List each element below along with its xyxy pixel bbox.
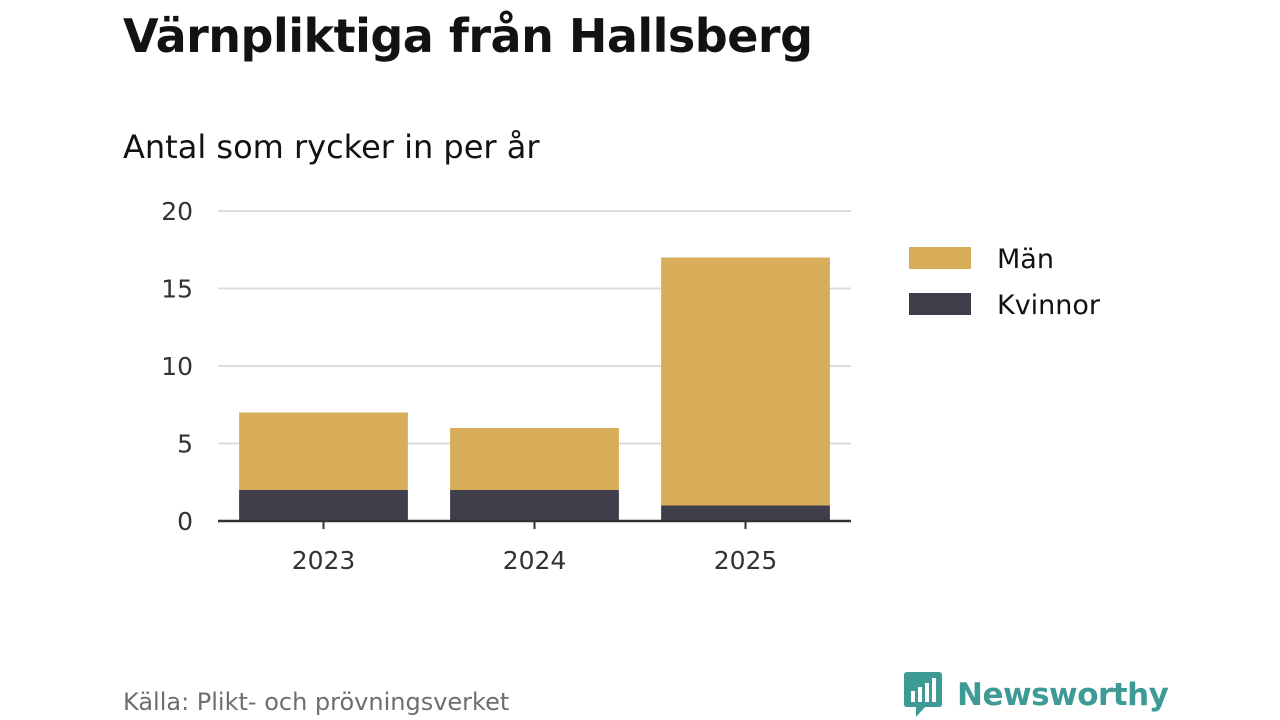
bar-kvinnor-2024 bbox=[450, 490, 619, 521]
x-tick-label: 2024 bbox=[503, 546, 567, 575]
bar-män-2023 bbox=[239, 412, 408, 490]
newsworthy-bar-chart-icon bbox=[904, 672, 942, 717]
x-tick-label: 2023 bbox=[292, 546, 356, 575]
bars bbox=[239, 257, 830, 521]
y-tick-label: 15 bbox=[161, 275, 193, 304]
x-tick-label: 2025 bbox=[714, 546, 778, 575]
bar-män-2025 bbox=[661, 257, 830, 506]
legend-swatch-kvinnor bbox=[909, 293, 971, 315]
legend-swatch-män bbox=[909, 247, 971, 269]
y-tick-label: 5 bbox=[177, 430, 193, 459]
legend-label-män: Män bbox=[997, 244, 1054, 275]
y-tick-label: 10 bbox=[161, 352, 193, 381]
bar-män-2024 bbox=[450, 428, 619, 490]
bar-kvinnor-2023 bbox=[239, 490, 408, 521]
legend-label-kvinnor: Kvinnor bbox=[997, 290, 1101, 321]
axes: 0 5 10 15 20 2023 2024 2025 bbox=[161, 197, 851, 575]
chart-subtitle: Antal som rycker in per år bbox=[123, 128, 540, 166]
stacked-bar-chart: 0 5 10 15 20 2023 2024 2025 Män Kvinnor bbox=[161, 197, 1101, 575]
y-tick-label: 0 bbox=[177, 507, 193, 536]
bar-kvinnor-2025 bbox=[661, 505, 830, 521]
legend: Män Kvinnor bbox=[909, 244, 1101, 321]
brand-logo: Newsworthy bbox=[903, 671, 1169, 719]
source-note: Källa: Plikt- och prövningsverket bbox=[123, 688, 510, 716]
y-tick-label: 20 bbox=[161, 197, 193, 226]
chart-title: Värnpliktiga från Hallsberg bbox=[123, 9, 813, 63]
brand-name: Newsworthy bbox=[957, 677, 1169, 713]
